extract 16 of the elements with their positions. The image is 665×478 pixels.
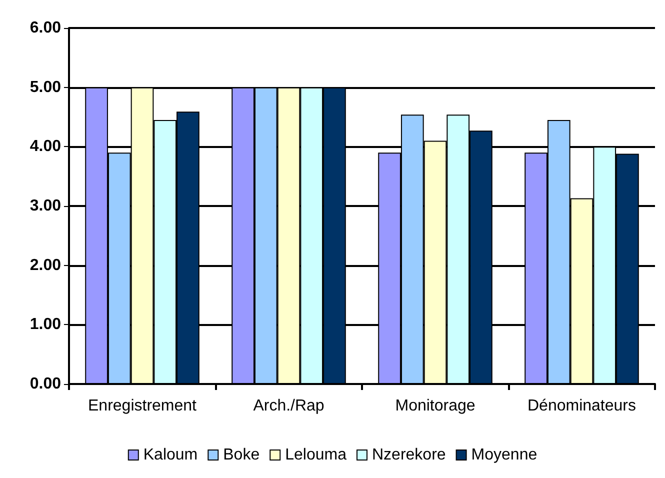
y-tick-label: 6.00 [30, 20, 62, 36]
legend-label: Kaloum [143, 446, 198, 464]
y-tick-label: 3.00 [30, 198, 62, 214]
y-tick-label: 0.00 [30, 376, 62, 392]
y-tick-label: 1.00 [30, 316, 62, 334]
y-tick-label: 2.00 [30, 256, 62, 274]
legend-label: Boke [223, 446, 260, 464]
x-tick-label: Dénominateurs [528, 398, 636, 414]
x-tick-label: Enregistrement [88, 398, 198, 414]
x-tick-label: Arch./Rap [253, 398, 324, 414]
legend-label: Moyenne [471, 446, 538, 464]
legend-label: Lelouma [285, 446, 347, 464]
y-tick-label: 4.00 [30, 138, 62, 156]
legend-label: Nzerekore [372, 446, 446, 464]
x-tick-label: Monitorage [395, 398, 476, 414]
y-tick-label: 5.00 [30, 78, 62, 96]
